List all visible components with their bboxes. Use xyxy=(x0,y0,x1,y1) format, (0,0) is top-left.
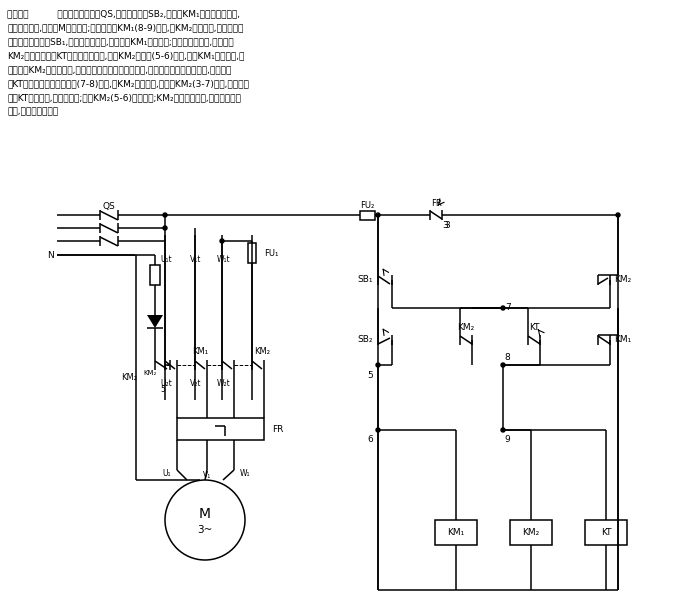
Text: KT: KT xyxy=(529,323,539,333)
Text: KM₁: KM₁ xyxy=(448,528,464,537)
Text: KM₂: KM₂ xyxy=(143,370,157,376)
Bar xyxy=(248,243,256,263)
Text: 3~: 3~ xyxy=(198,525,213,535)
Text: 7: 7 xyxy=(505,303,511,313)
Text: V₂t: V₂t xyxy=(190,379,202,387)
Circle shape xyxy=(163,226,167,230)
Text: FU₂: FU₂ xyxy=(360,201,374,210)
Circle shape xyxy=(376,428,380,432)
Circle shape xyxy=(220,239,224,243)
Text: KM₁: KM₁ xyxy=(192,347,208,356)
Text: KM₂: KM₂ xyxy=(457,323,475,333)
Text: 8: 8 xyxy=(504,353,510,362)
Text: U₁t: U₁t xyxy=(160,255,172,264)
Text: KM₂: KM₂ xyxy=(614,275,631,285)
Bar xyxy=(177,418,264,440)
Text: 5: 5 xyxy=(161,384,166,393)
Bar xyxy=(360,211,375,220)
Text: V₁: V₁ xyxy=(203,471,211,480)
Text: U₂t: U₂t xyxy=(160,379,172,387)
Text: V₁t: V₁t xyxy=(190,255,202,264)
Text: 器KT的延时断开的常闭触点(7-8)断开,使KM₂失电释放,其触点KM₂(3-7)断开,使时间继: 器KT的延时断开的常闭触点(7-8)断开,使KM₂失电释放,其触点KM₂(3-7… xyxy=(7,80,249,89)
Circle shape xyxy=(376,213,380,217)
Text: FU₁: FU₁ xyxy=(264,249,279,258)
Text: 电路如图          所示。合上总开关QS,按下启动按钮SB₂,接触器KM₁得电吸合并自锁,: 电路如图 所示。合上总开关QS,按下启动按钮SB₂,接触器KM₁得电吸合并自锁, xyxy=(7,10,240,18)
Text: KM₂: KM₂ xyxy=(523,528,540,537)
Bar xyxy=(150,265,160,285)
Text: W₁t: W₁t xyxy=(217,255,231,264)
Circle shape xyxy=(376,363,380,367)
Bar xyxy=(510,520,552,545)
Text: 现互锁。KM₂主触点闭合,电动机定子绕组内通入直流电,能耗制动开始。几秒钟后,时间继电: 现互锁。KM₂主触点闭合,电动机定子绕组内通入直流电,能耗制动开始。几秒钟后,时… xyxy=(7,66,231,75)
Text: 按下复合停止按钮SB₁,其常闭触点断开,使接触器KM₁失电释放;其常开触点闭合,使接触器: 按下复合停止按钮SB₁,其常闭触点断开,使接触器KM₁失电释放;其常开触点闭合,… xyxy=(7,38,234,46)
Text: N: N xyxy=(47,250,54,260)
Text: W₁: W₁ xyxy=(240,469,250,477)
Bar xyxy=(585,520,627,545)
Bar xyxy=(435,520,477,545)
Text: FR: FR xyxy=(272,424,283,434)
Text: M: M xyxy=(199,507,211,521)
Text: 5: 5 xyxy=(367,370,373,379)
Text: 电器KT失电释放,其触点复位;触点KM₂(5-6)恢复闭合;KM₂的主触点断开,切断直流制动: 电器KT失电释放,其触点复位;触点KM₂(5-6)恢复闭合;KM₂的主触点断开,… xyxy=(7,94,241,103)
Text: KT: KT xyxy=(601,528,611,537)
Text: 9: 9 xyxy=(504,435,510,444)
Text: KM₂: KM₂ xyxy=(254,347,270,356)
Circle shape xyxy=(501,306,505,310)
Text: 3: 3 xyxy=(444,221,450,229)
Circle shape xyxy=(501,428,505,432)
Circle shape xyxy=(163,213,167,217)
Text: 其主触点闭合,电动机M启动运转;其常闭触点KM₁(8-9)断开,使KM₂不能得电,实现互锁。: 其主触点闭合,电动机M启动运转;其常闭触点KM₁(8-9)断开,使KM₂不能得电… xyxy=(7,24,243,32)
Text: U₁: U₁ xyxy=(162,469,171,477)
Text: SB₁: SB₁ xyxy=(358,275,373,285)
Text: W₂t: W₂t xyxy=(217,379,231,387)
Polygon shape xyxy=(147,315,163,328)
Text: 3: 3 xyxy=(442,221,448,229)
Text: KM₁: KM₁ xyxy=(614,336,631,345)
Circle shape xyxy=(501,363,505,367)
Text: SB₂: SB₂ xyxy=(358,336,373,345)
Text: FR: FR xyxy=(430,199,441,209)
Text: 电源,能耗制动结束。: 电源,能耗制动结束。 xyxy=(7,108,58,117)
Text: QS: QS xyxy=(103,201,115,210)
Text: KM₂和时间继电器KT得电吸合并自锁,于是KM₂的触点(5-6)断开,确保KM₁不能得电,实: KM₂和时间继电器KT得电吸合并自锁,于是KM₂的触点(5-6)断开,确保KM₁… xyxy=(7,52,245,61)
Circle shape xyxy=(616,213,620,217)
Text: 6: 6 xyxy=(367,435,373,444)
Text: KM₂: KM₂ xyxy=(121,373,137,381)
